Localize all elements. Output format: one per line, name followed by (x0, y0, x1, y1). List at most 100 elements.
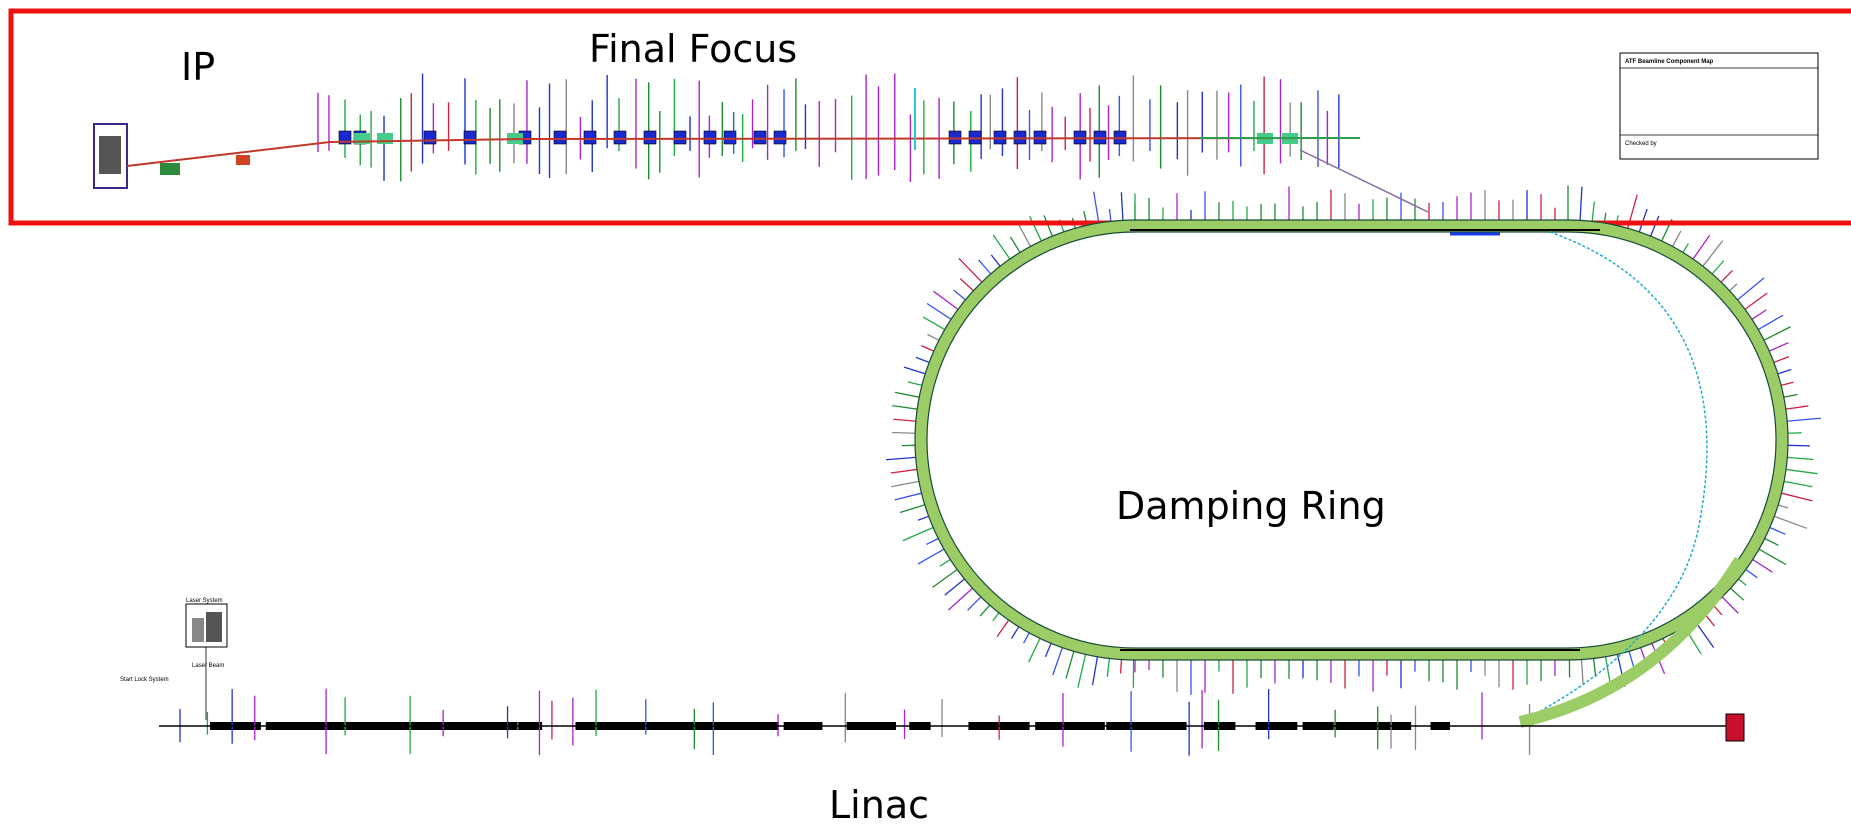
ring-tick (1764, 537, 1779, 546)
laser-beam-label: Laser Beam (192, 663, 224, 669)
ring-tick (893, 418, 916, 422)
ring-tick (1763, 326, 1791, 341)
ring-tick (1781, 492, 1813, 502)
quadrupole (773, 130, 787, 145)
ring-tick (1093, 191, 1100, 224)
ring-tick (1043, 215, 1053, 237)
final-focus-line (126, 137, 1361, 167)
laser-system-label: Laser System (186, 598, 223, 604)
quadrupole (553, 130, 567, 145)
ring-tick (1777, 368, 1792, 375)
laser-system-part (192, 618, 204, 642)
bend-magnet (236, 155, 250, 165)
ring-tick (1783, 480, 1813, 488)
ring-tick (979, 604, 991, 617)
ring-tick (1738, 578, 1747, 586)
ring-tick (932, 568, 958, 588)
ring-tick (1580, 659, 1584, 684)
ring-tick (967, 596, 982, 611)
ring-tick (1702, 240, 1724, 267)
ring-tick (1650, 215, 1660, 237)
final-focus-label: Final Focus (589, 27, 797, 71)
ring-tick (1757, 314, 1784, 331)
ring-tick (1009, 236, 1021, 253)
linac-label: Linac (829, 783, 929, 825)
ring-tick (917, 515, 929, 521)
ring-tick (1758, 548, 1787, 566)
legend-box (1619, 52, 1819, 160)
ring-tick (992, 234, 1011, 260)
ring-tick (1077, 654, 1087, 688)
bend-magnet (377, 133, 393, 144)
beam-dump (1725, 713, 1745, 742)
final-focus-highlight (8, 8, 1851, 226)
ring-tick (953, 289, 966, 301)
ring-tick (903, 366, 926, 375)
quadrupole (423, 130, 437, 145)
legend-checked: Checked by (1625, 141, 1657, 147)
ring-tick (959, 278, 974, 292)
ring-tick (891, 431, 916, 434)
injection-arc (1518, 556, 1746, 728)
ring-tick (1780, 381, 1794, 387)
ring-tick (1119, 659, 1123, 674)
ring-tick (1745, 568, 1758, 579)
ring-tick (958, 257, 983, 283)
ring-tick (899, 504, 925, 514)
ip-core (99, 136, 121, 174)
ring-tick (927, 333, 940, 341)
ring-tick (1778, 504, 1789, 509)
ring-tick (1744, 292, 1768, 310)
ring-tick (1029, 215, 1042, 242)
ring-tick (1106, 658, 1111, 677)
ring-tick (1729, 283, 1738, 292)
damping-ring-label: Damping Ring (1116, 484, 1386, 528)
ring-tick (1028, 638, 1041, 663)
ring-tick (1751, 309, 1767, 320)
ring-tick (1065, 651, 1075, 679)
ring-tick (978, 259, 992, 275)
ring-tick (1671, 230, 1682, 247)
ring-tick (915, 356, 930, 363)
ring-tick (1787, 456, 1814, 461)
start-lock-label: Start Lock System (120, 677, 169, 683)
bend-magnet (354, 133, 370, 144)
ring-tick (1017, 222, 1032, 247)
ring-tick (1592, 658, 1597, 678)
ring-tick (1787, 417, 1821, 422)
ring-tick (890, 468, 918, 474)
ring-tick (1768, 342, 1789, 352)
ring-tick (1044, 643, 1052, 658)
quadrupole (613, 130, 627, 145)
laser-system-part (206, 612, 222, 642)
ring-tick (992, 612, 1000, 622)
ring-tick (1011, 626, 1020, 639)
ring-tick (1120, 192, 1124, 221)
ring-tick (926, 537, 939, 546)
ring-tick (1579, 186, 1583, 221)
ring-tick (1091, 656, 1099, 686)
ring-tick (1785, 468, 1818, 475)
ring-bypass (1519, 231, 1708, 723)
quadrupole (643, 130, 657, 145)
ring-tick (886, 456, 916, 461)
ring-tick (1591, 201, 1595, 222)
ring-tick (990, 254, 1001, 267)
bend-magnet (160, 163, 180, 175)
ring-tick (939, 558, 951, 567)
ring-tick (920, 345, 935, 352)
quadrupole (723, 130, 737, 145)
ring-tick (922, 316, 946, 331)
ring-tick (996, 619, 1010, 637)
ring-tick (894, 492, 922, 501)
ring-tick (1787, 444, 1811, 447)
quadrupole (753, 130, 767, 145)
ring-tick (1692, 234, 1711, 260)
ring-tick (1711, 260, 1725, 275)
ring-tick (902, 526, 934, 542)
ring-tick (926, 302, 952, 320)
ring-tick (1682, 243, 1689, 253)
ring-tick (1783, 393, 1798, 398)
